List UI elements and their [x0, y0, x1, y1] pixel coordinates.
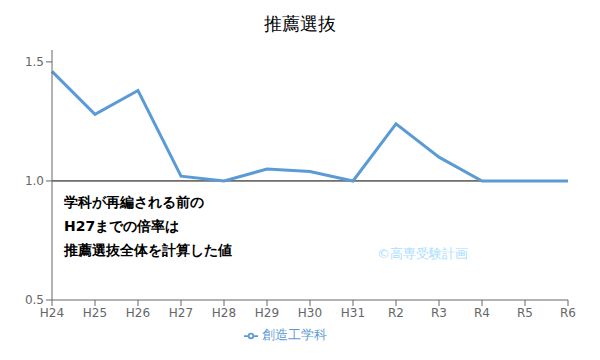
html-text:H27までの倍率は: H27までの倍率は — [64, 218, 180, 234]
svg-text:R2: R2 — [388, 306, 404, 320]
svg-text:H31: H31 — [341, 306, 365, 320]
svg-text:R6: R6 — [560, 306, 576, 320]
svg-text:0.5: 0.5 — [25, 293, 44, 307]
svg-text:H24: H24 — [40, 306, 64, 320]
html-text:推薦選抜: 推薦選抜 — [264, 13, 336, 34]
svg-text:H28: H28 — [212, 306, 236, 320]
svg-text:R4: R4 — [474, 306, 490, 320]
svg-text:R5: R5 — [517, 306, 533, 320]
html-text:推薦選抜全体を計算した値: 推薦選抜全体を計算した値 — [64, 242, 232, 258]
svg-text:1.5: 1.5 — [25, 55, 44, 69]
svg-text:H29: H29 — [255, 306, 279, 320]
svg-text:H25: H25 — [83, 306, 107, 320]
svg-text:R3: R3 — [431, 306, 447, 320]
html-text:学科が再編される前の: 学科が再編される前の — [64, 194, 204, 210]
html-text:©高専受験計画: ©高専受験計画 — [377, 246, 469, 261]
svg-text:H27: H27 — [169, 306, 193, 320]
svg-text:H26: H26 — [126, 306, 150, 320]
html-text:創造工学科: 創造工学科 — [261, 327, 327, 342]
svg-text:H30: H30 — [298, 306, 322, 320]
svg-text:1.0: 1.0 — [25, 174, 44, 188]
